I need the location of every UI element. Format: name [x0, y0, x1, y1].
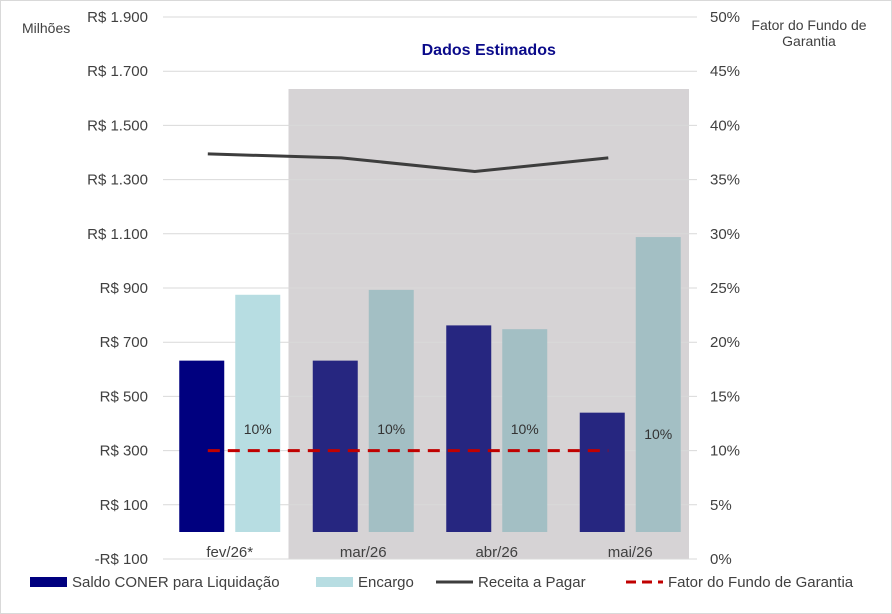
line-receita-a-pagar [207, 152, 609, 174]
left-tick-label: R$ 100 [100, 497, 148, 514]
right-tick-label: 40% [710, 117, 740, 134]
estimated-region-label: Dados Estimados [422, 42, 556, 59]
right-tick-label: 35% [710, 172, 740, 189]
category-label: abr/26 [475, 544, 518, 561]
left-tick-label: R$ 1.700 [87, 63, 148, 80]
right-tick-label: 0% [710, 551, 732, 568]
right-tick-label: 15% [710, 388, 740, 405]
right-tick-label: 25% [710, 280, 740, 297]
data-label: 10% [244, 421, 272, 437]
left-tick-label: R$ 500 [100, 388, 148, 405]
legend-label: Encargo [358, 574, 414, 591]
right-axis-title: Fator do Fundo de [751, 17, 866, 33]
data-label: 10% [377, 421, 405, 437]
bar-encargo [368, 289, 414, 532]
left-tick-label: R$ 300 [100, 443, 148, 460]
legend-label: Fator do Fundo de Garantia [668, 574, 854, 591]
category-label: fev/26* [206, 544, 253, 561]
right-tick-label: 45% [710, 63, 740, 80]
bar-encargo [502, 329, 548, 532]
right-axis-title: Garantia [782, 33, 836, 49]
left-tick-label: R$ 1.500 [87, 117, 148, 134]
right-tick-label: 50% [710, 9, 740, 26]
category-label: mar/26 [340, 544, 387, 561]
left-tick-label: R$ 1.300 [87, 172, 148, 189]
bar-saldo-coner [446, 325, 492, 532]
right-tick-label: 30% [710, 226, 740, 243]
left-tick-label: R$ 1.100 [87, 226, 148, 243]
legend-label: Saldo CONER para Liquidação [72, 574, 280, 591]
left-tick-label: R$ 700 [100, 334, 148, 351]
right-tick-label: 20% [710, 334, 740, 351]
left-tick-label: R$ 1.900 [87, 9, 148, 26]
bar-encargo [235, 294, 281, 532]
left-axis-title: Milhões [22, 20, 70, 36]
right-tick-label: 5% [710, 497, 732, 514]
left-tick-label: -R$ 100 [95, 551, 148, 568]
category-label: mai/26 [608, 544, 653, 561]
bar-saldo-coner [179, 360, 225, 532]
legend-swatch [30, 577, 67, 587]
bar-encargo [635, 237, 681, 532]
legend-label: Receita a Pagar [478, 574, 586, 591]
data-label: 10% [644, 426, 672, 442]
bar-saldo-coner [312, 360, 358, 532]
bar-saldo-coner [579, 412, 625, 532]
left-tick-label: R$ 900 [100, 280, 148, 297]
right-tick-label: 10% [710, 443, 740, 460]
legend-swatch [316, 577, 353, 587]
data-label: 10% [511, 421, 539, 437]
